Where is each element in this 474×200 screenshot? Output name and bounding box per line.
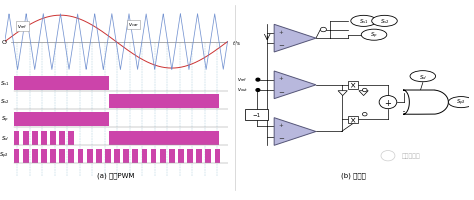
Bar <box>41 149 47 163</box>
Text: ×: × <box>350 81 356 90</box>
Polygon shape <box>274 25 316 53</box>
Circle shape <box>363 113 367 116</box>
Circle shape <box>320 28 327 33</box>
Ellipse shape <box>448 97 474 108</box>
Bar <box>196 149 202 163</box>
Text: $S_{s2}$: $S_{s2}$ <box>0 97 9 106</box>
Text: $v_{out}$: $v_{out}$ <box>237 86 248 94</box>
Text: −1: −1 <box>253 113 261 118</box>
Polygon shape <box>274 72 316 99</box>
Bar <box>160 149 165 163</box>
Ellipse shape <box>410 71 436 82</box>
Text: +: + <box>278 30 283 35</box>
Bar <box>109 95 219 109</box>
Bar <box>142 149 147 163</box>
Bar <box>23 149 28 163</box>
Text: −: − <box>278 136 284 142</box>
Text: (b) 逻辑门: (b) 逻辑门 <box>341 172 365 178</box>
Text: $S_{d}$: $S_{d}$ <box>419 72 427 81</box>
Text: $S_{s2}$: $S_{s2}$ <box>380 17 389 26</box>
Bar <box>123 149 129 163</box>
Text: 光伏产业通: 光伏产业通 <box>402 153 420 159</box>
Bar <box>14 149 19 163</box>
Text: $S_p$: $S_p$ <box>1 114 9 124</box>
Text: $v_{car}$: $v_{car}$ <box>128 21 139 29</box>
Polygon shape <box>274 118 316 146</box>
Bar <box>178 149 184 163</box>
Bar <box>96 149 101 163</box>
Text: $S_d$: $S_d$ <box>1 133 9 142</box>
Bar <box>23 131 28 145</box>
Text: ×: × <box>350 115 356 124</box>
Bar <box>169 149 175 163</box>
Bar <box>187 149 193 163</box>
Bar <box>348 82 358 89</box>
Bar <box>50 131 56 145</box>
Circle shape <box>363 89 367 92</box>
Circle shape <box>256 79 260 82</box>
Bar <box>348 116 358 124</box>
Bar <box>14 131 19 145</box>
Text: +: + <box>278 122 283 127</box>
Bar <box>87 149 92 163</box>
Text: +: + <box>384 98 392 107</box>
Bar <box>68 131 74 145</box>
Text: $S_{s1}$: $S_{s1}$ <box>0 79 9 88</box>
Text: $v_{ref}$: $v_{ref}$ <box>237 75 248 83</box>
Ellipse shape <box>361 30 387 41</box>
Bar <box>151 149 156 163</box>
Text: −: − <box>278 43 284 49</box>
Bar <box>78 149 83 163</box>
Text: $S_{p2}$: $S_{p2}$ <box>456 98 466 108</box>
Bar <box>105 149 111 163</box>
Polygon shape <box>403 91 448 115</box>
Bar <box>32 131 38 145</box>
Polygon shape <box>338 91 347 96</box>
Text: −: − <box>278 89 284 95</box>
Bar <box>14 113 109 127</box>
Ellipse shape <box>372 16 397 27</box>
Bar <box>132 149 138 163</box>
Bar <box>59 149 65 163</box>
Ellipse shape <box>351 16 376 27</box>
Text: $v_{ref}$: $v_{ref}$ <box>17 23 28 31</box>
Bar <box>32 149 38 163</box>
Text: $S_{s1}$: $S_{s1}$ <box>359 17 368 26</box>
Circle shape <box>379 96 397 109</box>
Text: +: + <box>278 76 283 81</box>
Text: O: O <box>2 40 7 45</box>
Bar <box>114 149 120 163</box>
Text: $t$/s: $t$/s <box>232 38 241 46</box>
Bar <box>109 131 219 145</box>
Bar <box>205 149 211 163</box>
Bar <box>14 77 109 91</box>
Polygon shape <box>359 91 368 96</box>
Bar <box>68 149 74 163</box>
Text: $S_p$: $S_p$ <box>370 30 378 41</box>
Circle shape <box>256 89 260 92</box>
Bar <box>50 149 56 163</box>
Bar <box>59 131 65 145</box>
Text: (a) 单相PWM: (a) 单相PWM <box>97 172 135 178</box>
FancyBboxPatch shape <box>246 110 268 120</box>
Bar <box>41 131 47 145</box>
Text: $S_{p2}$: $S_{p2}$ <box>0 150 9 161</box>
Bar <box>215 149 220 163</box>
